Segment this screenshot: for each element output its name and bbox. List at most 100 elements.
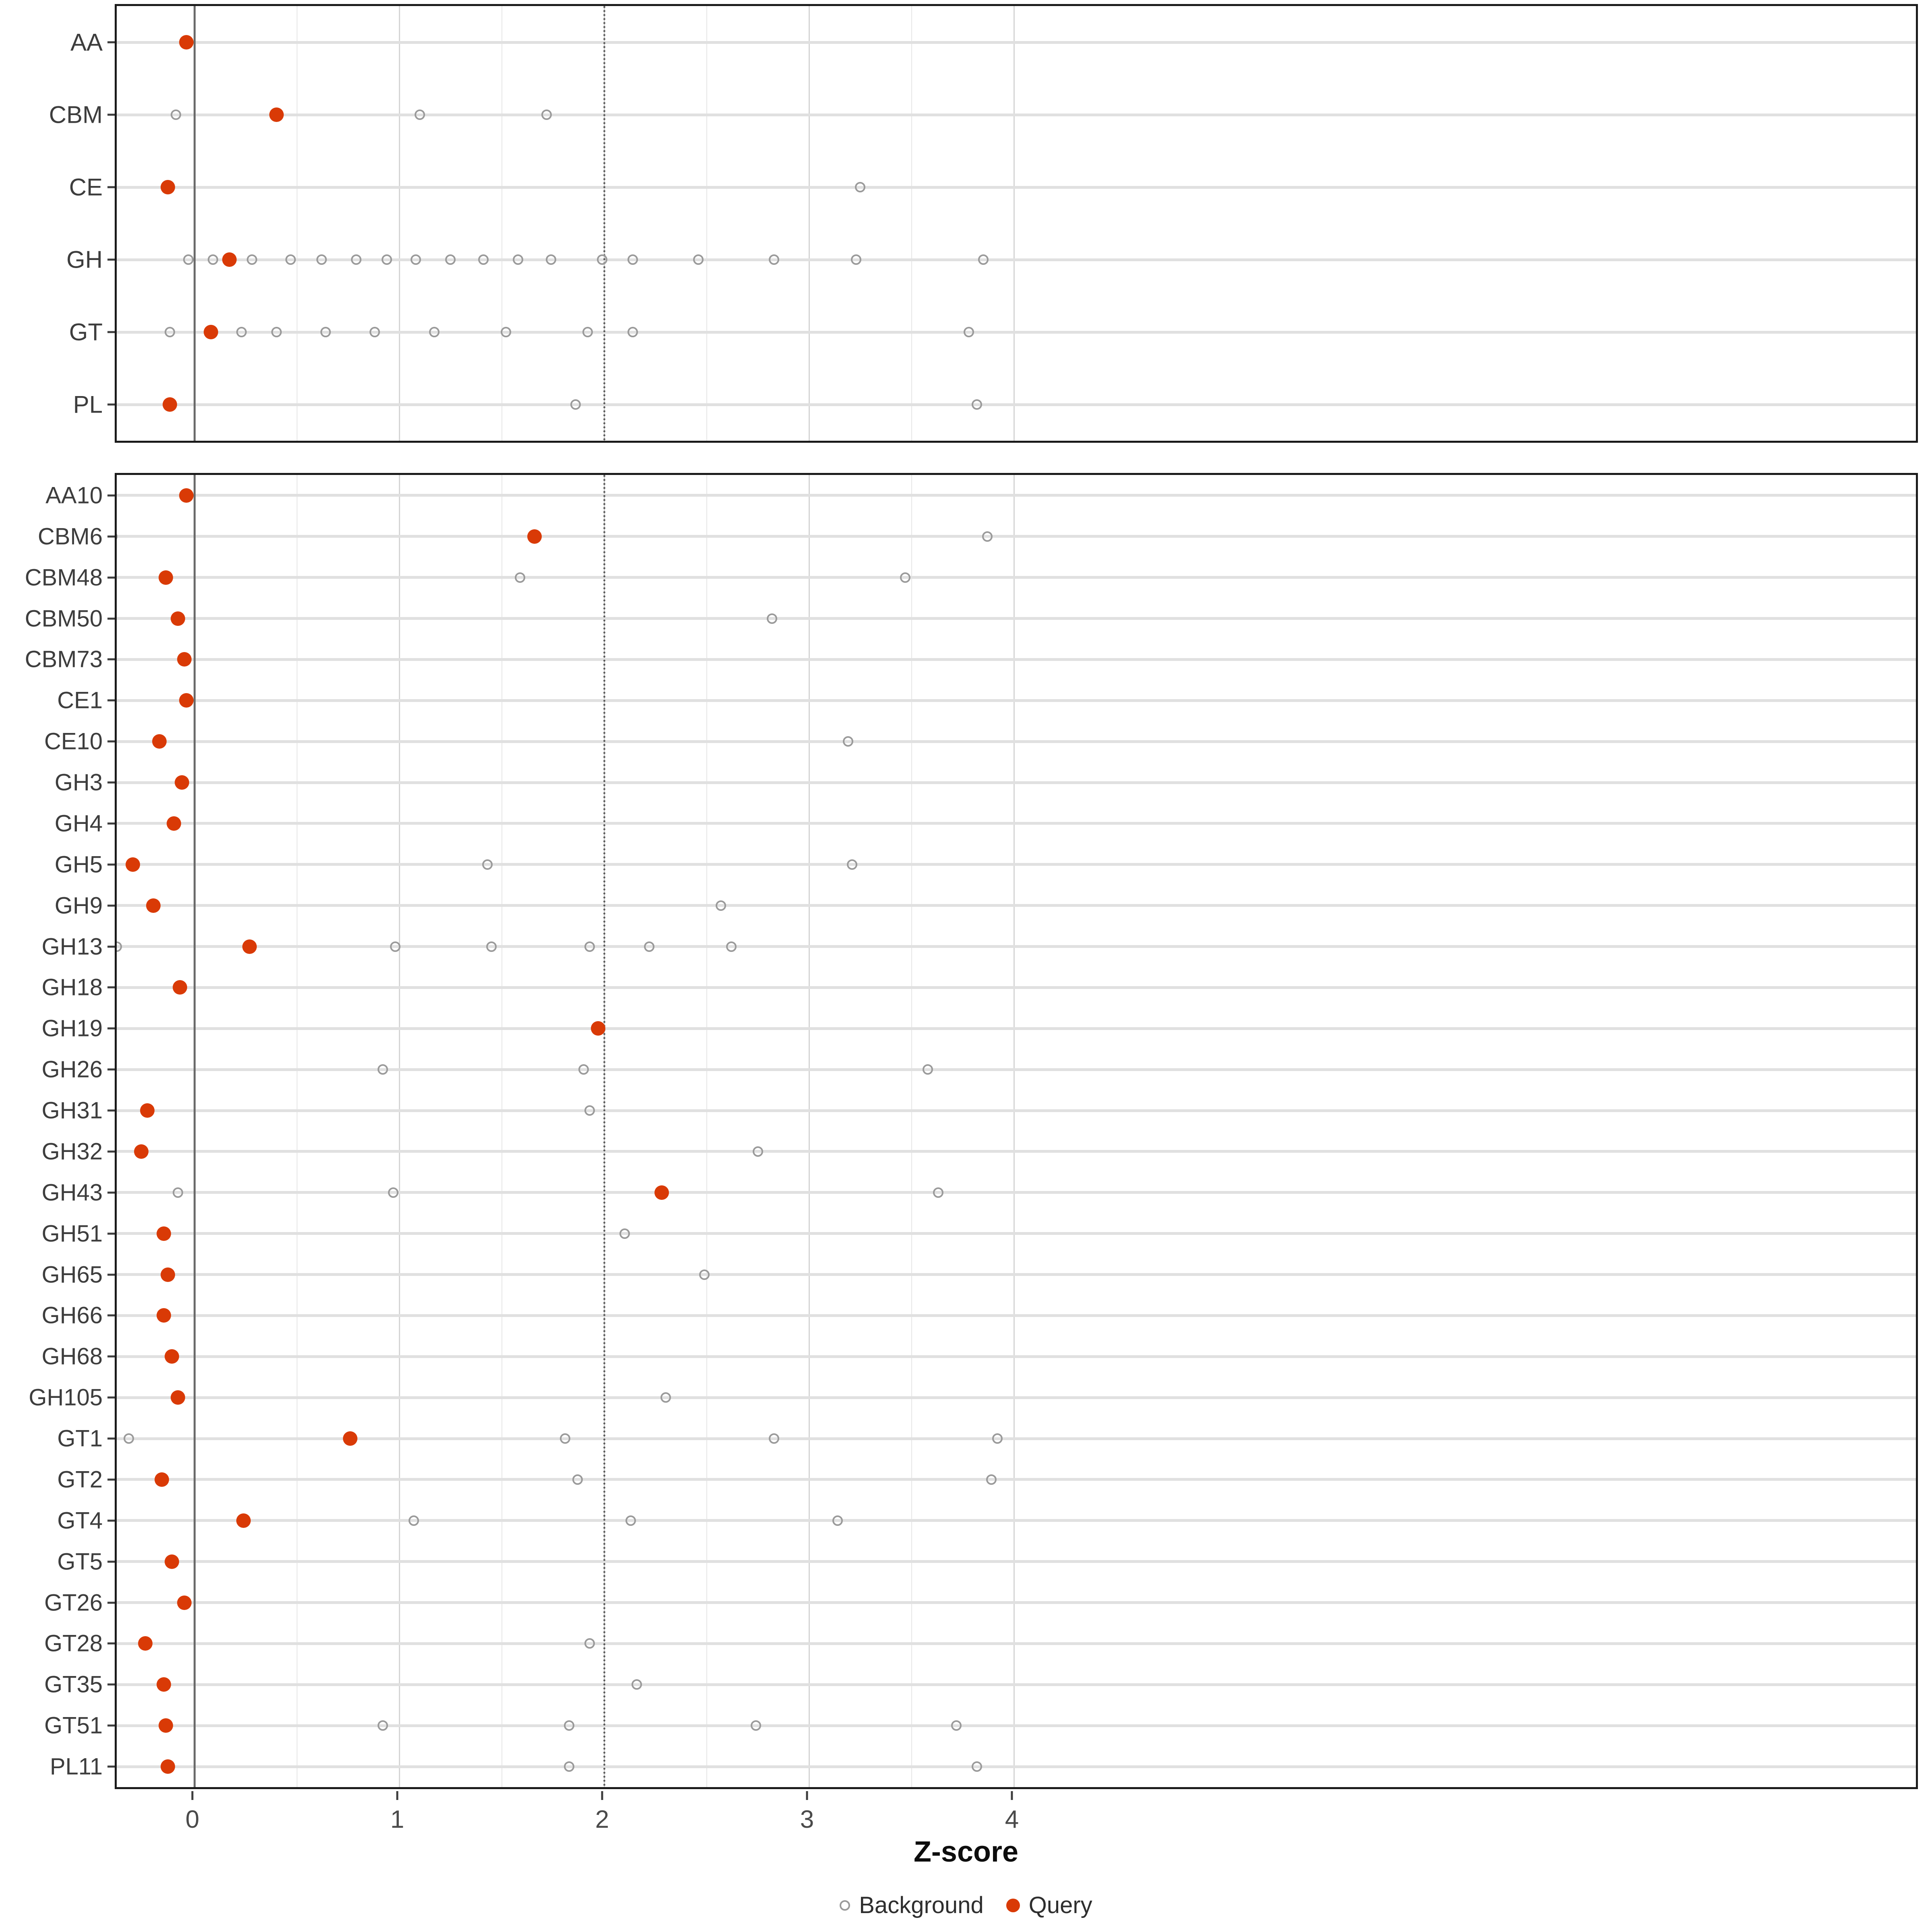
query-data-point [156, 1308, 171, 1323]
query-data-point [171, 611, 186, 626]
background-data-point [699, 1269, 710, 1280]
y-axis-tick-mark [107, 863, 115, 866]
query-data-point [175, 775, 190, 790]
horizontal-gridline [117, 113, 1916, 116]
background-data-point [410, 254, 421, 265]
y-axis-tick-mark [107, 904, 115, 907]
y-axis-tick-label: GH4 [54, 810, 103, 837]
horizontal-gridline [117, 781, 1916, 784]
y-axis-tick-mark [107, 186, 115, 188]
y-axis-tick-label: GT26 [44, 1589, 103, 1616]
x-axis-tick-label: 3 [800, 1806, 814, 1833]
query-data-point [527, 529, 542, 544]
x-axis-tick-mark [1011, 1791, 1013, 1800]
background-data-point [390, 941, 400, 952]
background-data-point [933, 1187, 943, 1198]
y-axis-tick-mark [107, 403, 115, 406]
horizontal-gridline [117, 699, 1916, 702]
chart-legend: Background Query [0, 1892, 1932, 1919]
y-axis-tick-mark [107, 699, 115, 702]
y-axis-tick-mark [107, 1027, 115, 1030]
horizontal-gridline [117, 1314, 1916, 1317]
horizontal-gridline [117, 740, 1916, 743]
horizontal-gridline [117, 330, 1916, 334]
y-axis-tick-mark [107, 331, 115, 333]
y-axis-tick-label: PL [73, 391, 103, 418]
y-axis-tick-mark [107, 1396, 115, 1399]
y-axis-tick-label: GT35 [44, 1671, 103, 1698]
y-axis-tick-label: GT1 [57, 1425, 103, 1452]
y-axis-tick-mark [107, 1109, 115, 1112]
background-data-point [545, 254, 556, 265]
horizontal-gridline [117, 1683, 1916, 1686]
background-data-point [972, 1761, 983, 1772]
query-data-point [154, 1472, 169, 1487]
background-data-point [992, 1433, 1003, 1444]
y-axis-tick-label: GH3 [54, 769, 103, 796]
reference-line-dotted [603, 6, 605, 441]
y-axis-tick-mark [107, 740, 115, 743]
y-axis-tick-mark [107, 1683, 115, 1686]
background-data-point [382, 254, 392, 265]
query-data-point [134, 1144, 149, 1159]
vertical-gridline-minor [911, 475, 912, 1787]
y-axis-tick-label: CE1 [57, 687, 103, 714]
background-data-point [173, 1187, 184, 1198]
x-axis-tick-mark [191, 1791, 194, 1800]
background-data-point [171, 109, 182, 120]
y-axis-tick-label: PL11 [50, 1753, 103, 1780]
y-axis-tick-mark [107, 1314, 115, 1317]
query-data-point [222, 252, 237, 267]
horizontal-gridline [117, 945, 1916, 948]
horizontal-gridline [117, 1109, 1916, 1112]
background-data-point [500, 327, 511, 337]
query-data-point [160, 1759, 175, 1774]
background-data-point [726, 941, 737, 952]
horizontal-gridline [117, 1273, 1916, 1276]
legend-item-background[interactable]: Background [840, 1892, 984, 1919]
y-axis-tick-mark [107, 1355, 115, 1358]
query-data-point [179, 35, 194, 50]
background-data-point [632, 1679, 642, 1690]
y-axis-tick-label: GH68 [41, 1343, 103, 1370]
query-data-point [654, 1185, 669, 1200]
background-data-point [378, 1720, 388, 1731]
horizontal-gridline [117, 1191, 1916, 1194]
background-data-point [351, 254, 362, 265]
y-axis-tick-label: GH51 [41, 1220, 103, 1247]
y-axis-tick-mark [107, 617, 115, 620]
legend-label-background: Background [859, 1892, 984, 1918]
y-axis-tick-label: CBM [49, 101, 103, 128]
y-axis-tick-mark [107, 1560, 115, 1563]
y-axis-tick-label: CBM6 [37, 523, 103, 550]
legend-item-query[interactable]: Query [1006, 1892, 1092, 1919]
query-data-point [160, 1267, 175, 1282]
query-data-point [146, 898, 161, 913]
y-axis-tick-mark [107, 576, 115, 579]
x-axis-title: Z-score [913, 1836, 1019, 1868]
y-axis-tick-label: GH5 [54, 851, 103, 878]
background-data-point [285, 254, 296, 265]
background-data-point [560, 1433, 571, 1444]
horizontal-gridline [117, 1642, 1916, 1645]
query-data-point [177, 1595, 192, 1610]
query-data-point [156, 1677, 171, 1692]
query-data-point [126, 857, 140, 872]
background-data-point [414, 109, 425, 120]
background-data-point [767, 613, 778, 624]
x-axis-tick-label: 0 [185, 1806, 200, 1833]
background-data-point [271, 327, 282, 337]
query-data-point [165, 1554, 179, 1569]
vertical-gridline-major [808, 475, 810, 1787]
vertical-gridline-minor [706, 6, 707, 441]
query-data-point [140, 1103, 155, 1118]
background-data-point [627, 327, 638, 337]
y-axis-tick-mark [107, 41, 115, 43]
y-axis-tick-label: CBM50 [25, 605, 103, 632]
horizontal-gridline [117, 1478, 1916, 1481]
background-data-point [207, 254, 218, 265]
background-data-point [388, 1187, 398, 1198]
horizontal-gridline [117, 1437, 1916, 1440]
background-data-point [584, 941, 595, 952]
x-axis-tick-label: 1 [390, 1806, 405, 1833]
